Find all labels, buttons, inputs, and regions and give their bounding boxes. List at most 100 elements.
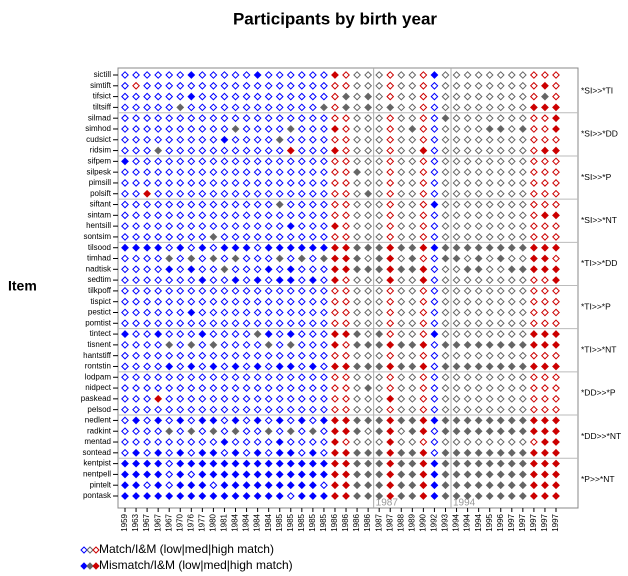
cell-diamond	[518, 384, 527, 392]
cell-diamond	[198, 470, 207, 479]
cell-diamond	[286, 351, 295, 360]
cell-diamond	[231, 427, 240, 436]
cell-diamond	[408, 319, 417, 328]
cell-diamond	[176, 308, 185, 317]
cell-diamond	[518, 103, 527, 112]
cell-diamond	[253, 362, 262, 371]
cell-diamond	[297, 308, 306, 317]
cell-diamond	[121, 405, 129, 414]
cell-diamond	[463, 243, 472, 252]
cell-diamond	[496, 114, 505, 123]
cell-diamond	[419, 114, 428, 123]
legend-icon	[92, 562, 100, 570]
item-label: simtift	[90, 81, 112, 90]
cell-diamond	[485, 179, 494, 187]
cell-diamond	[452, 470, 461, 479]
cell-diamond	[485, 427, 494, 436]
cell-diamond	[253, 394, 262, 403]
cell-diamond	[375, 254, 384, 263]
x-tick-label: 1995	[485, 513, 494, 531]
cell-diamond	[286, 200, 295, 209]
cell-diamond	[264, 319, 273, 328]
item-label: ridsim	[90, 146, 112, 155]
cell-diamond	[364, 405, 373, 414]
item-label: tintect	[90, 329, 112, 338]
cell-diamond	[320, 470, 328, 479]
cell-diamond	[408, 114, 417, 123]
cell-diamond	[275, 243, 284, 252]
cell-diamond	[408, 438, 417, 446]
cell-diamond	[320, 243, 328, 252]
x-tick-label: 1967	[153, 513, 162, 531]
cell-diamond	[275, 416, 284, 425]
cell-diamond	[297, 233, 306, 241]
cell-diamond	[121, 448, 129, 457]
cell-diamond	[264, 351, 273, 360]
cell-diamond	[264, 157, 273, 166]
cell-diamond	[375, 362, 384, 371]
cell-diamond	[397, 448, 406, 457]
cell-diamond	[320, 71, 328, 79]
cell-diamond	[364, 373, 373, 382]
cell-diamond	[441, 254, 450, 263]
cell-diamond	[297, 340, 306, 349]
cell-diamond	[541, 103, 549, 112]
cell-diamond	[297, 319, 306, 328]
cell-diamond	[187, 427, 196, 436]
cell-diamond	[297, 157, 306, 166]
cell-diamond	[552, 200, 560, 209]
cell-diamond	[253, 384, 262, 392]
cell-diamond	[264, 276, 273, 285]
cell-diamond	[297, 71, 306, 79]
cell-diamond	[474, 254, 483, 263]
cell-diamond	[308, 243, 317, 252]
cell-diamond	[507, 330, 516, 338]
x-tick-label: 1985	[297, 513, 306, 531]
cell-diamond	[375, 340, 384, 349]
cell-diamond	[353, 319, 361, 328]
cell-diamond	[552, 265, 560, 274]
cell-diamond	[286, 157, 295, 166]
cell-diamond	[187, 405, 196, 414]
cell-diamond	[496, 265, 505, 274]
cell-diamond	[275, 373, 284, 382]
cell-diamond	[275, 71, 284, 79]
cell-diamond	[176, 135, 185, 144]
cell-diamond	[518, 362, 527, 371]
cell-diamond	[242, 71, 251, 79]
cell-diamond	[474, 189, 483, 198]
cell-diamond	[397, 308, 406, 317]
cell-diamond	[518, 297, 527, 306]
cell-diamond	[419, 438, 428, 446]
cell-diamond	[375, 448, 384, 457]
cell-diamond	[176, 297, 185, 306]
cell-diamond	[397, 459, 406, 468]
cell-diamond	[474, 373, 483, 382]
cell-diamond	[485, 405, 494, 414]
cell-diamond	[187, 373, 196, 382]
cell-diamond	[121, 427, 129, 436]
cell-diamond	[198, 340, 207, 349]
cell-diamond	[331, 146, 339, 155]
cell-diamond	[209, 297, 218, 306]
cell-diamond	[220, 103, 229, 112]
cell-diamond	[441, 481, 450, 490]
cell-diamond	[176, 222, 185, 231]
x-tick-label: 1984	[242, 513, 251, 531]
cell-diamond	[275, 362, 284, 371]
cell-diamond	[286, 330, 295, 338]
cell-diamond	[430, 448, 439, 457]
cell-diamond	[541, 427, 549, 436]
cell-diamond	[176, 286, 185, 295]
cell-diamond	[518, 157, 527, 166]
cell-diamond	[275, 308, 284, 317]
cell-diamond	[143, 81, 152, 90]
cell-diamond	[231, 103, 240, 112]
cell-diamond	[353, 384, 361, 392]
cell-diamond	[297, 427, 306, 436]
cell-diamond	[198, 81, 207, 90]
cell-diamond	[165, 427, 174, 436]
cell-diamond	[463, 427, 472, 436]
cell-diamond	[253, 470, 262, 479]
cell-diamond	[286, 254, 295, 263]
